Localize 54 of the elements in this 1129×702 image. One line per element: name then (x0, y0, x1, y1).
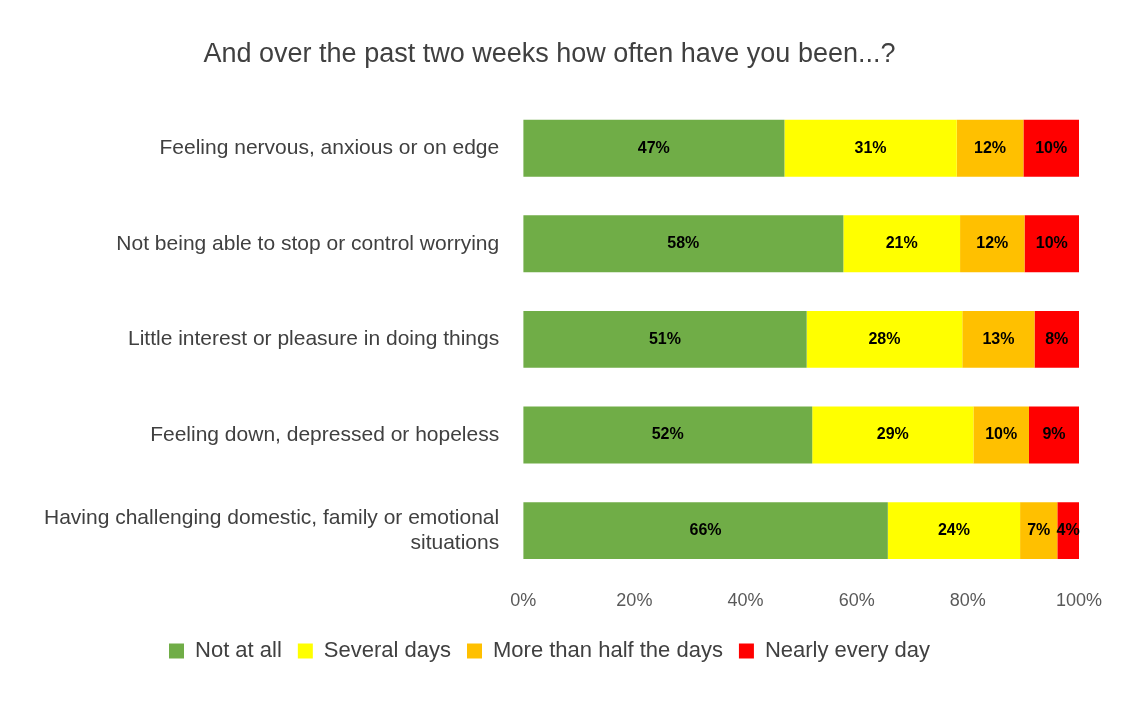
x-tick-label: 40% (727, 590, 764, 611)
bar (843, 215, 961, 273)
y-tick-label: Having challenging domestic, family or emotional situations (43, 504, 500, 553)
x-tick-label: 100% (1055, 590, 1103, 611)
bar (1024, 215, 1079, 273)
bar (784, 119, 957, 177)
legend-label: Not at all (195, 637, 282, 663)
y-tick-label: Little interest or pleasure in doing things (127, 326, 500, 350)
bar (1020, 502, 1058, 560)
data-label: 10% (1035, 234, 1068, 252)
data-label: 31% (854, 138, 887, 156)
bar (523, 119, 785, 177)
data-label: 13% (982, 329, 1015, 347)
x-tick-label: 80% (949, 590, 986, 611)
data-label: 10% (1035, 138, 1068, 156)
data-label: 24% (937, 521, 970, 539)
bar (523, 215, 844, 273)
x-tick-label: 0% (510, 590, 537, 611)
data-label: 8% (1045, 329, 1069, 347)
data-label: 28% (868, 329, 901, 347)
data-label: 51% (648, 329, 681, 347)
data-label: 66% (689, 521, 722, 539)
data-label: 52% (651, 425, 684, 443)
data-label: 10% (985, 425, 1018, 443)
x-tick-label: 60% (838, 590, 875, 611)
bar (1034, 310, 1079, 368)
data-label: 12% (974, 138, 1007, 156)
legend-label: Several days (323, 637, 452, 663)
data-label: 29% (876, 425, 909, 443)
y-tick-label: Feeling down, depressed or hopeless (150, 421, 500, 445)
data-label: 58% (667, 234, 700, 252)
legend-label: Nearly every day (764, 637, 930, 663)
data-label: 7% (1027, 521, 1051, 539)
bar (960, 215, 1025, 273)
data-label: 9% (1042, 425, 1066, 443)
y-tick-label: Feeling nervous, anxious or on edge (159, 135, 500, 158)
bar (806, 310, 963, 368)
bar (523, 310, 807, 368)
bar (956, 119, 1024, 177)
bar (973, 406, 1029, 464)
bar (812, 406, 974, 464)
bar (1028, 406, 1079, 464)
bar (962, 310, 1035, 368)
bar (523, 502, 888, 560)
bar (887, 502, 1021, 560)
bar (1023, 119, 1079, 177)
bar (523, 406, 813, 464)
chart-title: And over the past two weeks how often have you been...? (203, 37, 896, 68)
x-tick-label: 20% (616, 590, 653, 611)
y-tick-label: Not being able to stop or control worrying (116, 230, 500, 254)
data-label: 21% (885, 234, 918, 252)
data-label: 12% (976, 234, 1009, 252)
data-label: 47% (637, 138, 670, 156)
legend-label: More than half the days (493, 637, 723, 663)
